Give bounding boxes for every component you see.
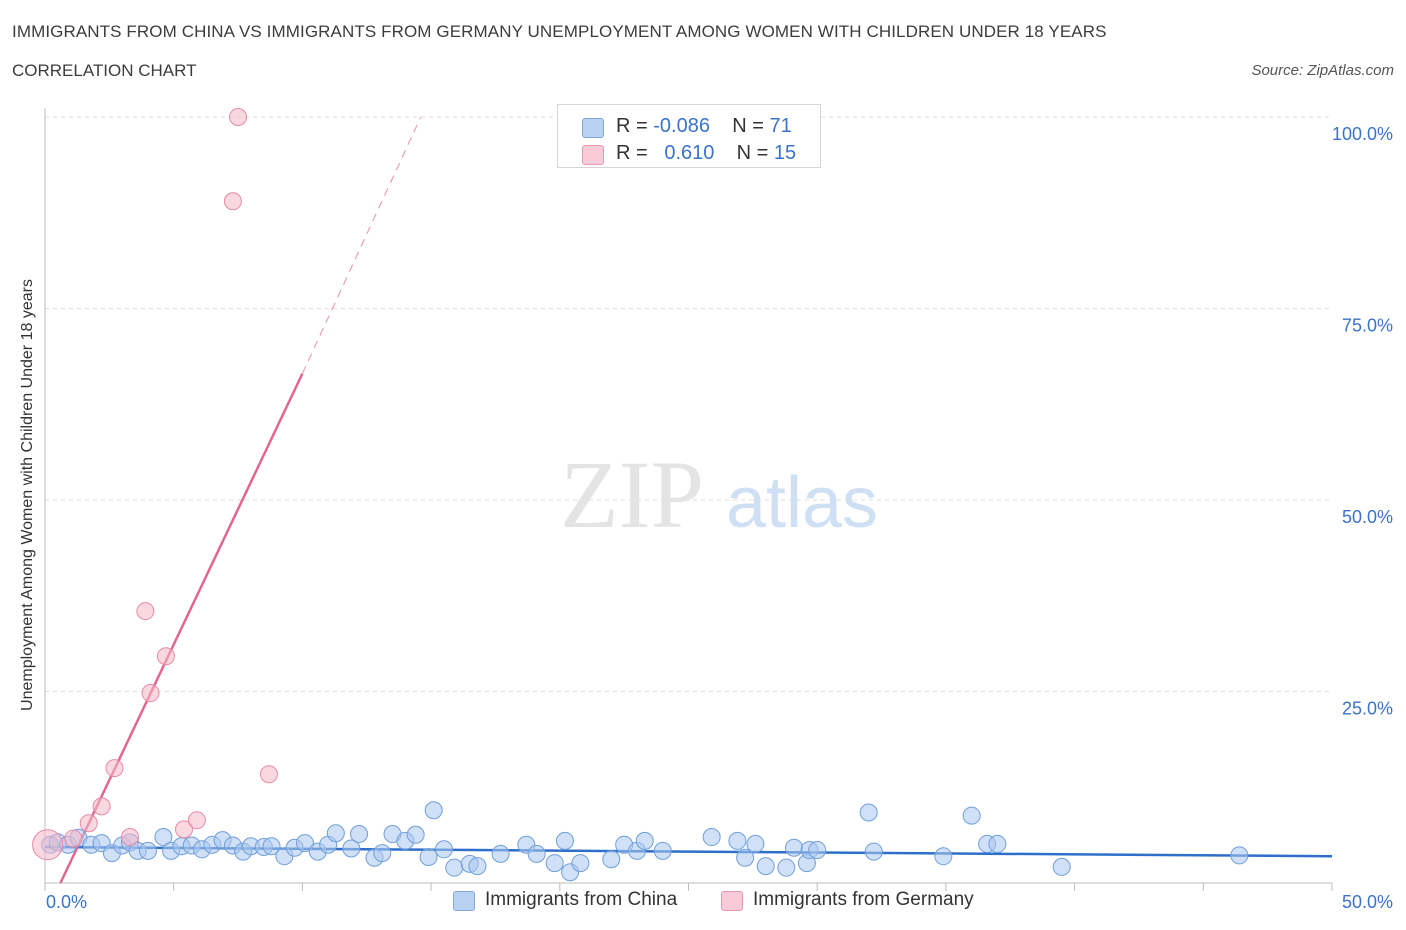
y-tick-label: 75.0% <box>1342 316 1393 336</box>
china-point <box>342 839 361 858</box>
watermark: ZIP atlas <box>560 441 878 548</box>
legend-china-label: Immigrants from China <box>485 889 678 910</box>
germany-point <box>79 814 98 833</box>
china-point <box>602 850 621 869</box>
stats-box: R = -0.086 N = 71 R = 0.610 N = 15 <box>557 104 821 168</box>
china-point <box>326 824 345 843</box>
china-point <box>154 828 173 847</box>
china-point <box>373 844 392 863</box>
china-point <box>545 854 564 873</box>
china-point <box>419 847 438 866</box>
germany-point <box>223 192 242 211</box>
china-n-value: 71 <box>769 115 792 137</box>
china-point <box>468 857 487 876</box>
y-tick-label: 50.0% <box>1342 507 1393 527</box>
china-point <box>350 824 369 843</box>
germany-point <box>229 108 248 126</box>
china-point <box>295 834 314 853</box>
data-points <box>32 108 1249 882</box>
china-point <box>728 831 747 850</box>
germany-point <box>259 765 278 784</box>
china-point <box>988 834 1007 853</box>
y-tick-label: 25.0% <box>1342 699 1393 719</box>
china-point <box>864 842 883 861</box>
china-r-value: -0.086 <box>653 115 710 137</box>
germany-swatch-icon <box>582 145 604 165</box>
china-point <box>555 831 574 850</box>
china-point <box>262 837 281 856</box>
watermark-atlas: atlas <box>726 463 878 543</box>
germany-r-label: R = <box>616 142 648 164</box>
chart-title: IMMIGRANTS FROM CHINA VS IMMIGRANTS FROM… <box>12 22 1107 41</box>
china-point <box>653 841 672 860</box>
china-point <box>406 825 425 844</box>
china-point <box>702 828 721 847</box>
germany-point <box>141 684 160 703</box>
germany-point <box>64 829 83 848</box>
china-point <box>736 848 755 867</box>
legend-china-swatch-icon <box>453 891 475 911</box>
y-tick-label: 100.0% <box>1332 124 1393 144</box>
china-point <box>138 841 157 860</box>
germany-point <box>92 797 111 816</box>
china-point <box>746 834 765 853</box>
china-point <box>491 844 510 863</box>
germany-point <box>187 811 206 830</box>
axes <box>44 108 1333 891</box>
germany-trend-line-dashed <box>301 116 422 374</box>
china-swatch-icon <box>582 118 604 138</box>
germany-point <box>32 829 64 861</box>
chart-subtitle: CORRELATION CHART <box>12 61 197 80</box>
china-point <box>1052 857 1071 876</box>
germany-point <box>105 759 124 778</box>
china-point <box>962 806 981 825</box>
china-point <box>785 838 804 857</box>
china-point <box>424 801 443 820</box>
x-tick-label-max: 50.0% <box>1342 892 1393 912</box>
legend-germany-label: Immigrants from Germany <box>753 889 974 910</box>
china-point <box>859 803 878 822</box>
germany-point <box>174 820 193 839</box>
china-point <box>635 831 654 850</box>
germany-n-value: 15 <box>773 142 797 164</box>
legend-germany-swatch-icon <box>721 891 743 911</box>
germany-point <box>156 647 175 666</box>
source-credit: Source: ZipAtlas.com <box>1251 62 1394 79</box>
watermark-zip: ZIP <box>560 441 704 548</box>
y-axis-label: Unemployment Among Women with Children U… <box>19 279 36 711</box>
germany-point <box>120 828 139 847</box>
china-point <box>808 841 827 860</box>
china-point <box>934 847 953 866</box>
china-point <box>1230 846 1249 865</box>
china-point <box>445 858 464 877</box>
tick-labels: 100.0% 75.0% 50.0% 25.0% 0.0% 50.0% <box>46 124 1393 912</box>
china-r-label: R = <box>616 115 648 137</box>
germany-r-value: 0.610 <box>664 142 715 164</box>
china-point <box>777 858 796 877</box>
china-point <box>571 854 590 873</box>
germany-n-label: N = <box>736 142 769 164</box>
germany-point <box>136 602 155 621</box>
x-tick-label-min: 0.0% <box>46 892 87 912</box>
china-n-label: N = <box>732 115 764 137</box>
china-point <box>434 840 453 859</box>
china-point <box>527 844 546 863</box>
china-point <box>756 857 775 876</box>
